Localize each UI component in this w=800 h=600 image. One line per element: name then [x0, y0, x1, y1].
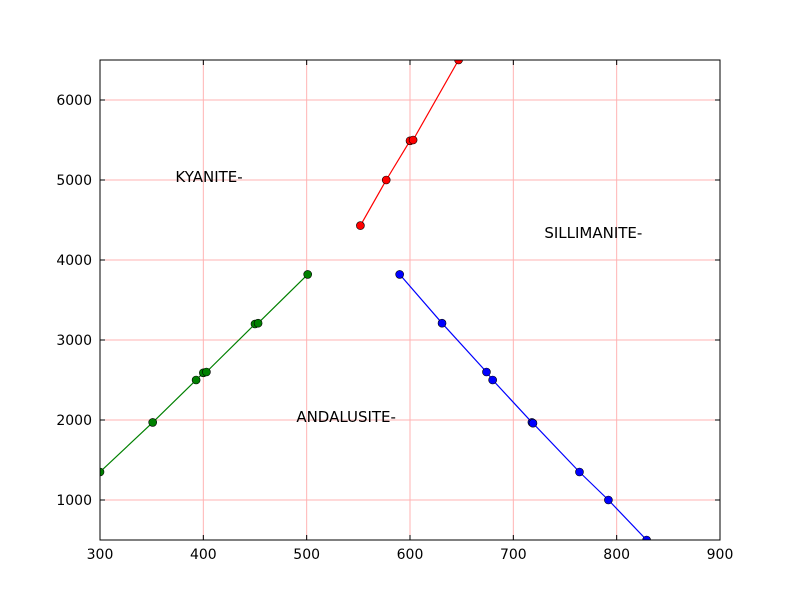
data-point	[482, 367, 491, 377]
data-point	[191, 375, 201, 385]
y-tick-label: 2000	[56, 413, 92, 429]
x-tick-label: 600	[397, 547, 424, 563]
data-point	[454, 60, 463, 65]
x-tick-label: 700	[500, 547, 527, 563]
y-tick-label: 1000	[56, 493, 92, 509]
y-tick-label: 4000	[56, 253, 92, 269]
data-point	[408, 135, 418, 145]
tick-labels: 300 400 500 600 700 800 900 1000 2000 3000 4000 500…	[56, 93, 733, 563]
data-point	[148, 418, 157, 427]
x-tick-label: 900	[707, 547, 734, 563]
data-point	[575, 467, 584, 477]
data-point	[528, 418, 538, 428]
region-label-kyanite: KYANITE-	[175, 168, 242, 186]
grid	[99, 60, 721, 540]
x-tick-label: 400	[190, 547, 217, 563]
x-tick-label: 500	[293, 547, 320, 563]
data-point	[642, 535, 651, 540]
x-tick-label: 800	[603, 547, 630, 563]
x-tick-label: 300	[87, 547, 114, 563]
region-label-andalusite: ANDALUSITE-	[296, 408, 396, 426]
data-point	[356, 221, 365, 230]
data-point	[488, 375, 497, 385]
data-point	[381, 175, 391, 185]
data-point	[202, 367, 211, 377]
series-points	[100, 60, 651, 540]
y-tick-label: 6000	[56, 93, 92, 109]
data-point	[100, 467, 105, 477]
y-tick-label: 5000	[56, 173, 92, 189]
data-point	[395, 270, 404, 279]
data-point	[303, 270, 313, 279]
data-point	[437, 318, 447, 328]
y-tick-label: 3000	[56, 333, 92, 349]
axis-ticks	[99, 60, 721, 540]
data-point	[604, 495, 613, 505]
region-annotations: KYANITE- SILLIMANITE- ANDALUSITE-	[175, 168, 642, 426]
region-label-sillimanite: SILLIMANITE-	[544, 224, 642, 242]
data-point	[253, 318, 263, 328]
